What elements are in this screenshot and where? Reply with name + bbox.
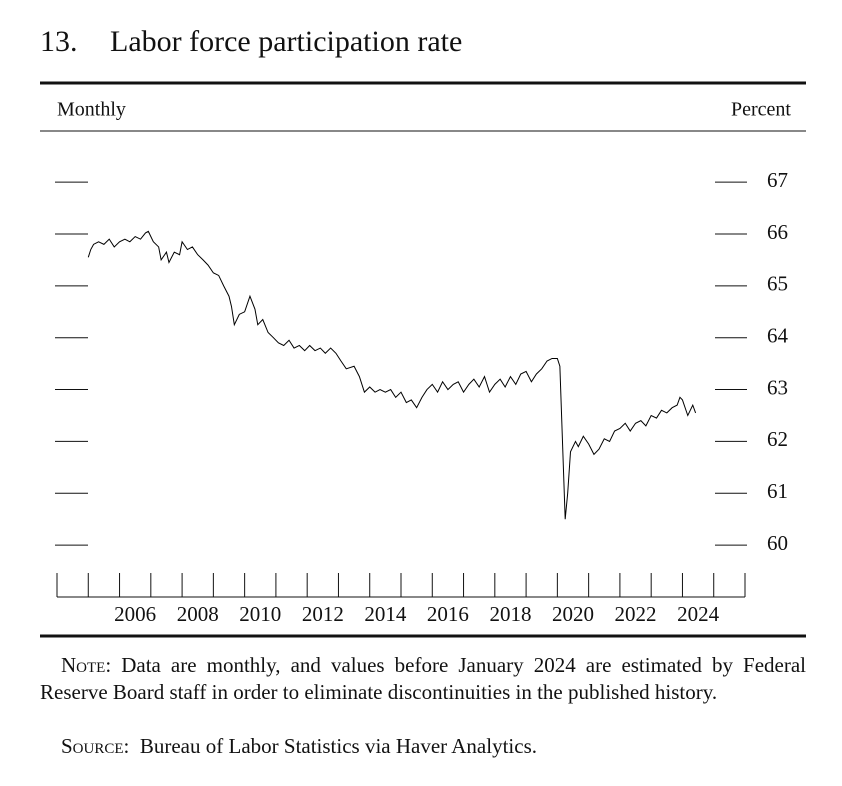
y-tick-label: 62: [767, 427, 788, 451]
x-tick-label: 2022: [615, 602, 657, 626]
y-tick-label: 64: [767, 324, 789, 348]
y-tick-label: 61: [767, 479, 788, 503]
note-text: Data are monthly, and values before Janu…: [40, 653, 806, 704]
source-label: Source:: [61, 734, 130, 758]
y-tick-label: 66: [767, 220, 788, 244]
x-tick-label: 2010: [239, 602, 281, 626]
x-tick-label: 2008: [177, 602, 219, 626]
source-text: Bureau of Labor Statistics via Haver Ana…: [139, 734, 538, 758]
note: Note: Data are monthly, and values befor…: [40, 652, 806, 706]
y-tick-label: 67: [767, 168, 788, 192]
y-tick-label: 60: [767, 531, 788, 555]
y-axis-label: Percent: [731, 99, 791, 121]
x-tick-label: 2018: [489, 602, 531, 626]
chart: 13. Labor force participation rate Month…: [40, 25, 806, 638]
x-tick-label: 2024: [677, 602, 720, 626]
source: Source: Bureau of Labor Statistics via H…: [40, 733, 806, 760]
y-tick-label: 63: [767, 375, 788, 399]
x-tick-label: 2020: [552, 602, 594, 626]
note-label: Note:: [61, 653, 112, 677]
data-line: [87, 230, 697, 520]
x-tick-label: 2006: [114, 602, 156, 626]
chart-title: Labor force participation rate: [110, 25, 462, 58]
x-tick-label: 2014: [364, 602, 407, 626]
frequency-label: Monthly: [57, 99, 126, 121]
y-tick-label: 65: [767, 272, 788, 296]
x-tick-label: 2016: [427, 602, 469, 626]
figure-number: 13.: [40, 25, 78, 58]
x-tick-label: 2012: [302, 602, 344, 626]
